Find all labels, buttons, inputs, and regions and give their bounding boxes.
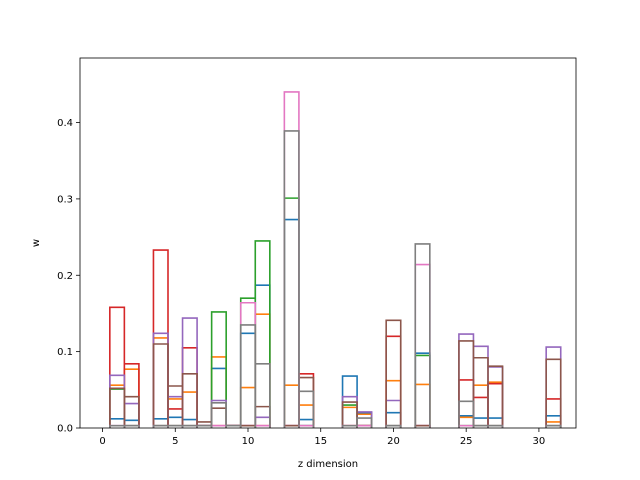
y-axis-ticks: 0.0 0.1 0.2 0.3 0.4: [57, 118, 80, 435]
y-axis-label: w: [31, 239, 42, 247]
x-tick-label: 10: [242, 436, 255, 447]
x-tick-label: 30: [533, 436, 546, 447]
x-tick-label: 20: [387, 436, 400, 447]
axes-frame: [79, 57, 577, 429]
series-1-steps: [109, 313, 562, 428]
x-tick-label: 25: [460, 436, 473, 447]
x-tick-label: 5: [172, 436, 178, 447]
series-layer: [109, 91, 562, 428]
y-tick-label: 0.0: [57, 424, 73, 435]
x-axis-ticks: 0 5 10 15 20 25 30: [99, 428, 545, 447]
y-tick-label: 0.4: [57, 118, 73, 129]
y-tick-label: 0.1: [57, 347, 73, 358]
y-tick-label: 0.3: [57, 194, 73, 205]
x-tick-label: 15: [314, 436, 327, 447]
x-axis-label: z dimension: [298, 459, 358, 470]
series-7-steps: [109, 130, 562, 428]
x-tick-label: 0: [99, 436, 105, 447]
y-tick-label: 0.2: [57, 271, 73, 282]
